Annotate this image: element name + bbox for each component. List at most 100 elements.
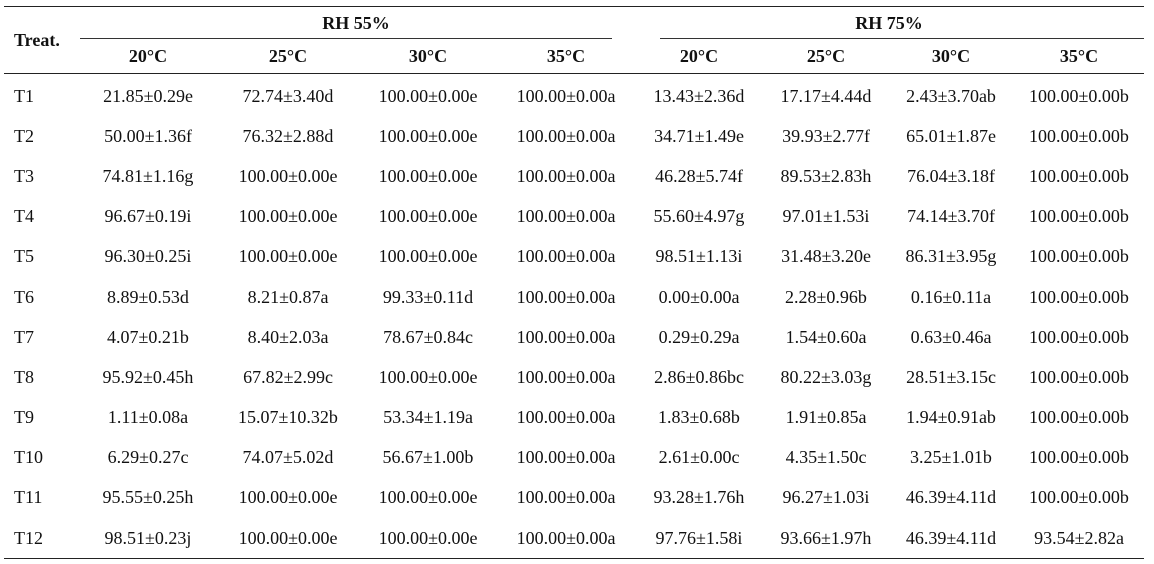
treatment-cell: T10 (14, 447, 43, 468)
value-cell: 100.00±0.00b (1029, 487, 1129, 508)
value-cell: 100.00±0.00e (378, 206, 478, 227)
value-cell: 0.63±0.46a (910, 326, 992, 347)
value-cell: 98.51±1.13i (655, 246, 743, 267)
value-cell: 95.92±0.45h (102, 366, 194, 387)
value-cell: 31.48±3.20e (781, 246, 871, 267)
value-cell: 100.00±0.00a (516, 85, 616, 106)
value-cell: 0.16±0.11a (910, 286, 992, 307)
value-cell: 28.51±3.15c (906, 366, 996, 387)
value-cell: 100.00±0.00e (218, 518, 358, 560)
value-cell: 86.31±3.95g (905, 246, 997, 267)
value-cell: 2.28±0.96b (785, 286, 867, 307)
value-cell: 67.82±2.99c (243, 366, 333, 387)
value-cell: 17.17±4.44d (780, 85, 872, 106)
value-cell: 78.67±0.84c (383, 326, 473, 347)
treatment-cell: T5 (14, 246, 34, 267)
value-cell: 100.00±0.00b (1029, 366, 1129, 387)
value-cell: 100.00±0.00a (516, 246, 616, 267)
value-cell: 100.00±0.00e (378, 85, 478, 106)
value-cell: 55.60±4.97g (653, 206, 745, 227)
value-cell: 34.71±1.49e (654, 125, 744, 146)
value-cell: 100.00±0.00e (238, 246, 338, 267)
treatment-cell: T3 (14, 165, 34, 186)
value-cell: 100.00±0.00a (498, 518, 634, 560)
value-cell: 100.00±0.00b (1029, 206, 1129, 227)
group-header-label: RH 55% (322, 12, 390, 33)
value-cell: 100.00±0.00e (358, 518, 498, 560)
value-cell: 96.27±1.03i (782, 487, 870, 508)
value-cell: 96.67±0.19i (104, 206, 192, 227)
value-cell: 15.07±10.32b (238, 407, 338, 428)
treatment-cell: T1 (14, 85, 34, 106)
value-cell: 0.00±0.00a (658, 286, 740, 307)
value-cell: 100.00±0.00a (516, 165, 616, 186)
group-header-rh75: RH 75% (634, 6, 1144, 39)
table-row: T11 95.55±0.25h 100.00±0.00e 100.00±0.00e 10… (4, 478, 1144, 518)
value-cell: 100.00±0.00a (516, 407, 616, 428)
table-header: Treat. RH 55% RH 75% 20°C 25°C 30°C 35°C… (4, 6, 1144, 74)
temp-header: 35°C (498, 39, 634, 74)
value-cell: 100.00±0.00e (378, 366, 478, 387)
group-header-label: RH 75% (855, 12, 923, 33)
value-cell: 1.94±0.91ab (906, 407, 996, 428)
value-cell: 72.74±3.40d (242, 85, 334, 106)
value-cell: 1.54±0.60a (785, 326, 867, 347)
value-cell: 100.00±0.00b (1029, 246, 1129, 267)
value-cell: 100.00±0.00a (516, 487, 616, 508)
value-cell: 100.00±0.00e (378, 125, 478, 146)
value-cell: 2.61±0.00c (658, 447, 740, 468)
value-cell: 100.00±0.00a (516, 447, 616, 468)
table-row: T8 95.92±0.45h 67.82±2.99c 100.00±0.00e 100.… (4, 357, 1144, 397)
treatment-cell: T12 (4, 518, 78, 560)
value-cell: 100.00±0.00a (516, 206, 616, 227)
value-cell: 100.00±0.00a (516, 286, 616, 307)
value-cell: 76.04±3.18f (907, 165, 995, 186)
value-cell: 65.01±1.87e (906, 125, 996, 146)
temp-header: 30°C (358, 39, 498, 74)
value-cell: 100.00±0.00e (378, 165, 478, 186)
treatment-cell: T9 (14, 407, 34, 428)
value-cell: 0.29±0.29a (658, 326, 740, 347)
treatment-cell: T2 (14, 125, 34, 146)
value-cell: 100.00±0.00e (378, 246, 478, 267)
temp-header: 30°C (888, 39, 1014, 74)
value-cell: 80.22±3.03g (780, 366, 872, 387)
table-row: T7 4.07±0.21b 8.40±2.03a 78.67±0.84c 100.00±… (4, 317, 1144, 357)
value-cell: 93.54±2.82a (1014, 518, 1144, 560)
table-row: T4 96.67±0.19i 100.00±0.00e 100.00±0.00e 100… (4, 197, 1144, 237)
temp-header: 35°C (1014, 39, 1144, 74)
treatment-column-header: Treat. (4, 6, 78, 74)
table-row: T6 8.89±0.53d 8.21±0.87a 99.33±0.11d 100.00±… (4, 277, 1144, 317)
treatment-cell: T6 (14, 286, 34, 307)
group-underline (660, 38, 1144, 39)
value-cell: 97.76±1.58i (634, 518, 764, 560)
temp-header: 20°C (634, 39, 764, 74)
value-cell: 56.67±1.00b (382, 447, 474, 468)
table-body: T1 21.85±0.29e 72.74±3.40d 100.00±0.00e 100.… (4, 74, 1144, 560)
value-cell: 8.21±0.87a (247, 286, 329, 307)
value-cell: 8.89±0.53d (107, 286, 189, 307)
table-row: T9 1.11±0.08a 15.07±10.32b 53.34±1.19a 100.0… (4, 398, 1144, 438)
value-cell: 93.28±1.76h (653, 487, 745, 508)
value-cell: 74.14±3.70f (907, 206, 995, 227)
table-row: T5 96.30±0.25i 100.00±0.00e 100.00±0.00e 100… (4, 237, 1144, 277)
value-cell: 100.00±0.00b (1029, 407, 1129, 428)
value-cell: 8.40±2.03a (247, 326, 329, 347)
value-cell: 74.81±1.16g (102, 165, 194, 186)
value-cell: 53.34±1.19a (383, 407, 473, 428)
table-row: T1 21.85±0.29e 72.74±3.40d 100.00±0.00e 100.… (4, 74, 1144, 117)
value-cell: 100.00±0.00a (516, 125, 616, 146)
treatment-cell: T7 (14, 326, 34, 347)
value-cell: 76.32±2.88d (242, 125, 334, 146)
value-cell: 100.00±0.00e (378, 487, 478, 508)
value-cell: 98.51±0.23j (78, 518, 218, 560)
table-row: T12 98.51±0.23j 100.00±0.00e 100.00±0.00e 10… (4, 518, 1144, 560)
treatment-cell: T8 (14, 366, 34, 387)
value-cell: 21.85±0.29e (103, 85, 193, 106)
header-row-temperatures: 20°C 25°C 30°C 35°C 20°C 25°C 30°C 35°C (4, 39, 1144, 74)
value-cell: 100.00±0.00a (516, 326, 616, 347)
value-cell: 100.00±0.00a (516, 366, 616, 387)
value-cell: 4.07±0.21b (107, 326, 189, 347)
value-cell: 93.66±1.97h (764, 518, 888, 560)
